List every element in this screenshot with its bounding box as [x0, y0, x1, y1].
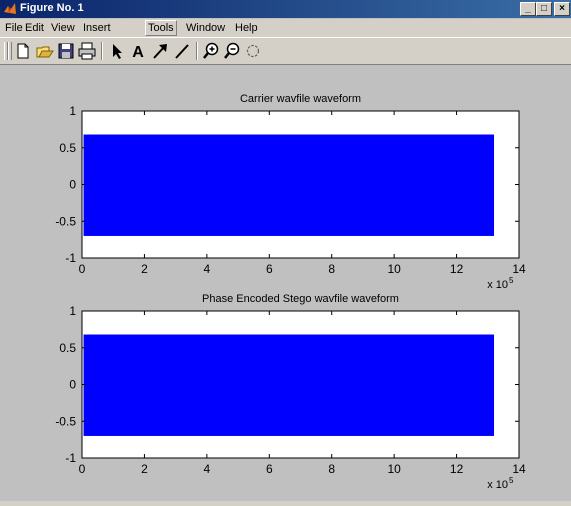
minimize-button[interactable]: _: [520, 2, 536, 16]
toolbar: A: [0, 37, 571, 65]
menu-insert[interactable]: Insert: [83, 22, 111, 34]
insert-line-icon: [175, 44, 189, 59]
x-exponent-power: 5: [509, 476, 514, 485]
y-tick-label: 0.5: [59, 341, 76, 355]
x-exponent-label: x 10: [487, 479, 508, 491]
new-figure-button[interactable]: [12, 40, 34, 62]
y-tick-label: -0.5: [55, 214, 76, 228]
zoom-in-button[interactable]: [200, 40, 222, 62]
save-icon: [58, 43, 74, 59]
insert-text-button[interactable]: A: [127, 40, 149, 62]
x-tick-label: 4: [204, 462, 211, 476]
x-tick-label: 14: [512, 262, 526, 276]
insert-arrow-icon: [153, 44, 167, 59]
menu-window[interactable]: Window: [186, 22, 226, 34]
print-icon: [78, 42, 96, 60]
x-exponent-power: 5: [509, 276, 514, 285]
zoom-in-icon: [203, 42, 219, 59]
figure-canvas: 0 2 4 6 8 10 12 14 1 0.5 0 -0.5 -1 Carrier wavfile wa…: [0, 65, 571, 501]
x-tick-label: 8: [328, 462, 335, 476]
select-arrow-icon: [113, 44, 122, 59]
close-button[interactable]: ×: [554, 2, 570, 16]
y-tick-label: 0.5: [59, 141, 76, 155]
menu-file[interactable]: File: [5, 22, 23, 34]
menu-tools[interactable]: Tools: [145, 20, 177, 36]
waveform-series-1: [83, 134, 495, 236]
open-file-button[interactable]: [34, 40, 56, 62]
y-tick-label: -1: [65, 251, 76, 265]
insert-text-icon: A: [132, 44, 144, 61]
x-tick-label: 6: [266, 462, 273, 476]
toolbar-separator: [101, 42, 103, 60]
axes-1[interactable]: 0 2 4 6 8 10 12 14 1 0.5 0 -0.5 -1 Carrier wavfile wa…: [55, 93, 526, 291]
axes-title: Carrier wavfile waveform: [240, 93, 361, 105]
x-tick-label: 0: [79, 262, 86, 276]
title-bar[interactable]: Figure No. 1 _ □ ×: [0, 0, 571, 18]
menu-view[interactable]: View: [51, 22, 75, 34]
x-tick-label: 10: [387, 262, 401, 276]
x-tick-label: 12: [450, 462, 464, 476]
zoom-out-icon: [224, 42, 240, 59]
x-tick-label: 14: [512, 462, 526, 476]
open-file-icon: [36, 46, 54, 58]
insert-arrow-button[interactable]: [149, 40, 171, 62]
insert-line-button[interactable]: [171, 40, 193, 62]
menu-help[interactable]: Help: [235, 22, 258, 34]
y-tick-label: 0: [69, 378, 76, 392]
menu-edit[interactable]: Edit: [25, 22, 44, 34]
toolbar-grip-2: [8, 42, 12, 60]
x-tick-label: 10: [387, 462, 401, 476]
x-exponent-label: x 10: [487, 279, 508, 291]
rotate-3d-icon: [246, 44, 260, 58]
x-tick-label: 0: [79, 462, 86, 476]
rotate-3d-button[interactable]: [242, 40, 264, 62]
select-arrow-button[interactable]: [106, 40, 128, 62]
maximize-button[interactable]: □: [536, 2, 552, 16]
axes-title: Phase Encoded Stego wavfile waveform: [202, 293, 399, 305]
y-tick-label: 1: [69, 104, 76, 118]
window-title: Figure No. 1: [20, 2, 84, 14]
save-button[interactable]: [55, 40, 77, 62]
y-tick-label: -1: [65, 451, 76, 465]
zoom-out-button[interactable]: [221, 40, 243, 62]
matlab-logo-icon: [4, 3, 16, 14]
x-tick-label: 4: [204, 262, 211, 276]
menu-bar: File Edit View Insert Tools Window Help: [0, 19, 571, 37]
y-tick-label: 0: [69, 178, 76, 192]
x-tick-label: 2: [141, 262, 148, 276]
toolbar-separator-2: [196, 42, 198, 60]
y-tick-label: 1: [69, 304, 76, 318]
waveform-series-1: [83, 334, 495, 436]
insert-text-glyph: A: [132, 44, 144, 61]
toolbar-grip[interactable]: [4, 42, 8, 60]
x-tick-label: 2: [141, 462, 148, 476]
y-tick-label: -0.5: [55, 414, 76, 428]
new-figure-icon: [17, 43, 29, 59]
print-button[interactable]: [76, 40, 98, 62]
x-tick-label: 6: [266, 262, 273, 276]
x-tick-label: 12: [450, 262, 464, 276]
x-tick-label: 8: [328, 262, 335, 276]
axes-2[interactable]: 0 2 4 6 8 10 12 14 1 0.5 0 -0.5 -1 Phase Encoded Steg…: [55, 293, 526, 491]
